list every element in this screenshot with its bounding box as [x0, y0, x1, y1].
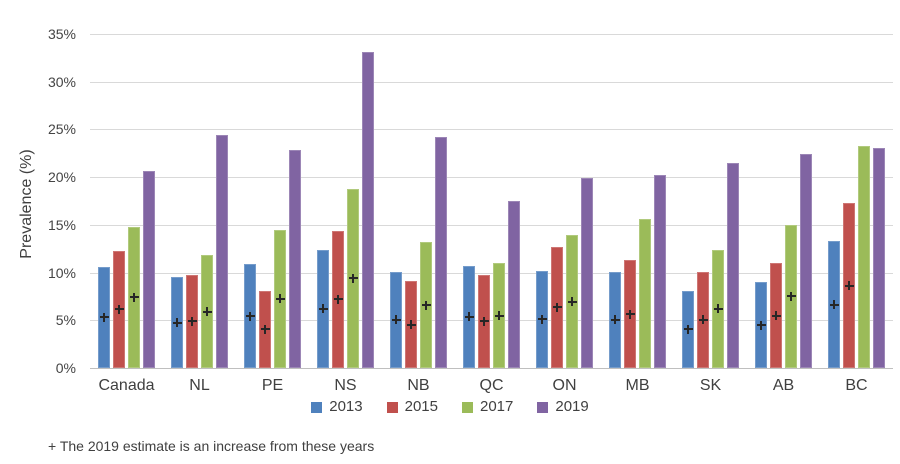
increase-marker-mb-2013	[610, 315, 620, 325]
legend-item-2013: 2013	[311, 398, 363, 415]
increase-marker-ns-2017	[348, 273, 358, 283]
bar-sk-2019	[727, 162, 739, 368]
y-tick-label-0pct: 0%	[55, 360, 76, 376]
increase-marker-nl-2017	[202, 307, 212, 317]
bar-nl-2019	[216, 135, 228, 368]
increase-marker-canada-2013	[99, 312, 109, 322]
increase-marker-nl-2013	[172, 318, 182, 328]
increase-marker-bc-2015	[844, 281, 854, 290]
x-category-label-ns: NS	[334, 377, 357, 394]
y-tick-label-30pct: 30%	[47, 73, 76, 90]
legend-item-2015: 2015	[386, 398, 438, 415]
bar-bc-2017	[858, 145, 870, 368]
legend-swatch-2017	[462, 401, 473, 413]
gridline-35	[90, 34, 893, 35]
legend: 2013 2015 2017 2019	[0, 398, 900, 416]
increase-marker-on-2013	[537, 314, 547, 324]
y-tick-label-25pct: 25%	[47, 121, 76, 138]
gridline-25	[90, 129, 893, 131]
increase-marker-ns-2015	[333, 294, 343, 304]
x-category-label-sk: SK	[699, 377, 722, 394]
y-tick-label-5pct: 5%	[55, 312, 76, 329]
legend-swatch-2019	[537, 401, 549, 413]
increase-marker-bc-2013	[829, 300, 839, 309]
increase-marker-sk-2013	[683, 324, 693, 334]
x-category-label-qc: QC	[479, 377, 504, 394]
bar-mb-2017	[639, 219, 651, 368]
legend-label-2015: 2015	[404, 398, 438, 415]
legend-label-2019: 2019	[555, 398, 589, 415]
x-category-label-mb: MB	[625, 377, 650, 394]
y-tick-label-20pct: 20%	[47, 169, 76, 186]
bar-qc-2019	[508, 201, 520, 368]
increase-marker-nb-2013	[391, 315, 401, 325]
increase-marker-mb-2015	[625, 309, 635, 319]
increase-marker-pe-2013	[245, 311, 255, 321]
legend-swatch-2013	[311, 401, 323, 413]
increase-marker-on-2015	[552, 302, 562, 312]
bar-canada-2019	[143, 170, 155, 368]
bar-pe-2019	[289, 150, 301, 368]
x-category-label-ab: AB	[772, 377, 795, 394]
y-tick-label-35pct: 35%	[47, 26, 76, 42]
increase-marker-pe-2017	[275, 294, 285, 304]
gridline-5	[90, 320, 893, 322]
x-category-label-pe: PE	[261, 377, 284, 394]
increase-marker-ab-2017	[786, 291, 796, 301]
y-tick-label-10pct: 10%	[47, 264, 76, 281]
bar-ns-2019	[362, 52, 374, 368]
bar-mb-2019	[654, 175, 666, 368]
y-tick-label-15pct: 15%	[47, 216, 76, 233]
x-category-label-nb: NB	[407, 377, 430, 394]
bar-nb-2019	[435, 137, 447, 368]
increase-marker-qc-2013	[464, 312, 474, 322]
x-category-label-bc: BC	[845, 377, 868, 394]
increase-marker-pe-2015	[260, 324, 270, 334]
gridline-10	[90, 272, 893, 274]
legend-label-2017: 2017	[480, 398, 514, 415]
increase-marker-qc-2015	[479, 316, 489, 326]
bar-ab-2019	[800, 154, 812, 368]
gridline-15	[90, 224, 893, 226]
increase-marker-ab-2013	[756, 320, 766, 330]
legend-swatch-2015	[386, 401, 398, 413]
increase-marker-canada-2017	[129, 292, 139, 302]
footnote: + The 2019 estimate is an increase from …	[48, 438, 375, 454]
legend-item-2017: 2017	[462, 399, 513, 415]
increase-marker-on-2017	[567, 297, 577, 307]
gridline-20	[90, 177, 893, 179]
bar-on-2019	[581, 178, 593, 368]
x-category-label-on: ON	[552, 377, 577, 394]
x-category-label-canada: Canada	[98, 377, 155, 394]
increase-marker-ns-2013	[318, 304, 328, 314]
increase-marker-sk-2015	[698, 315, 708, 325]
x-axis-line	[90, 368, 893, 369]
gridline-30	[90, 81, 893, 83]
increase-marker-nb-2017	[421, 300, 431, 310]
increase-marker-nb-2015	[406, 320, 416, 330]
x-category-label-nl: NL	[189, 377, 210, 394]
legend-item-2019: 2019	[537, 398, 589, 415]
increase-marker-ab-2015	[771, 311, 781, 320]
increase-marker-sk-2017	[713, 304, 723, 314]
increase-marker-nl-2015	[187, 316, 197, 326]
bar-bc-2019	[873, 147, 885, 368]
legend-label-2013: 2013	[329, 398, 363, 415]
increase-marker-canada-2015	[114, 304, 124, 314]
increase-marker-qc-2017	[494, 311, 504, 320]
